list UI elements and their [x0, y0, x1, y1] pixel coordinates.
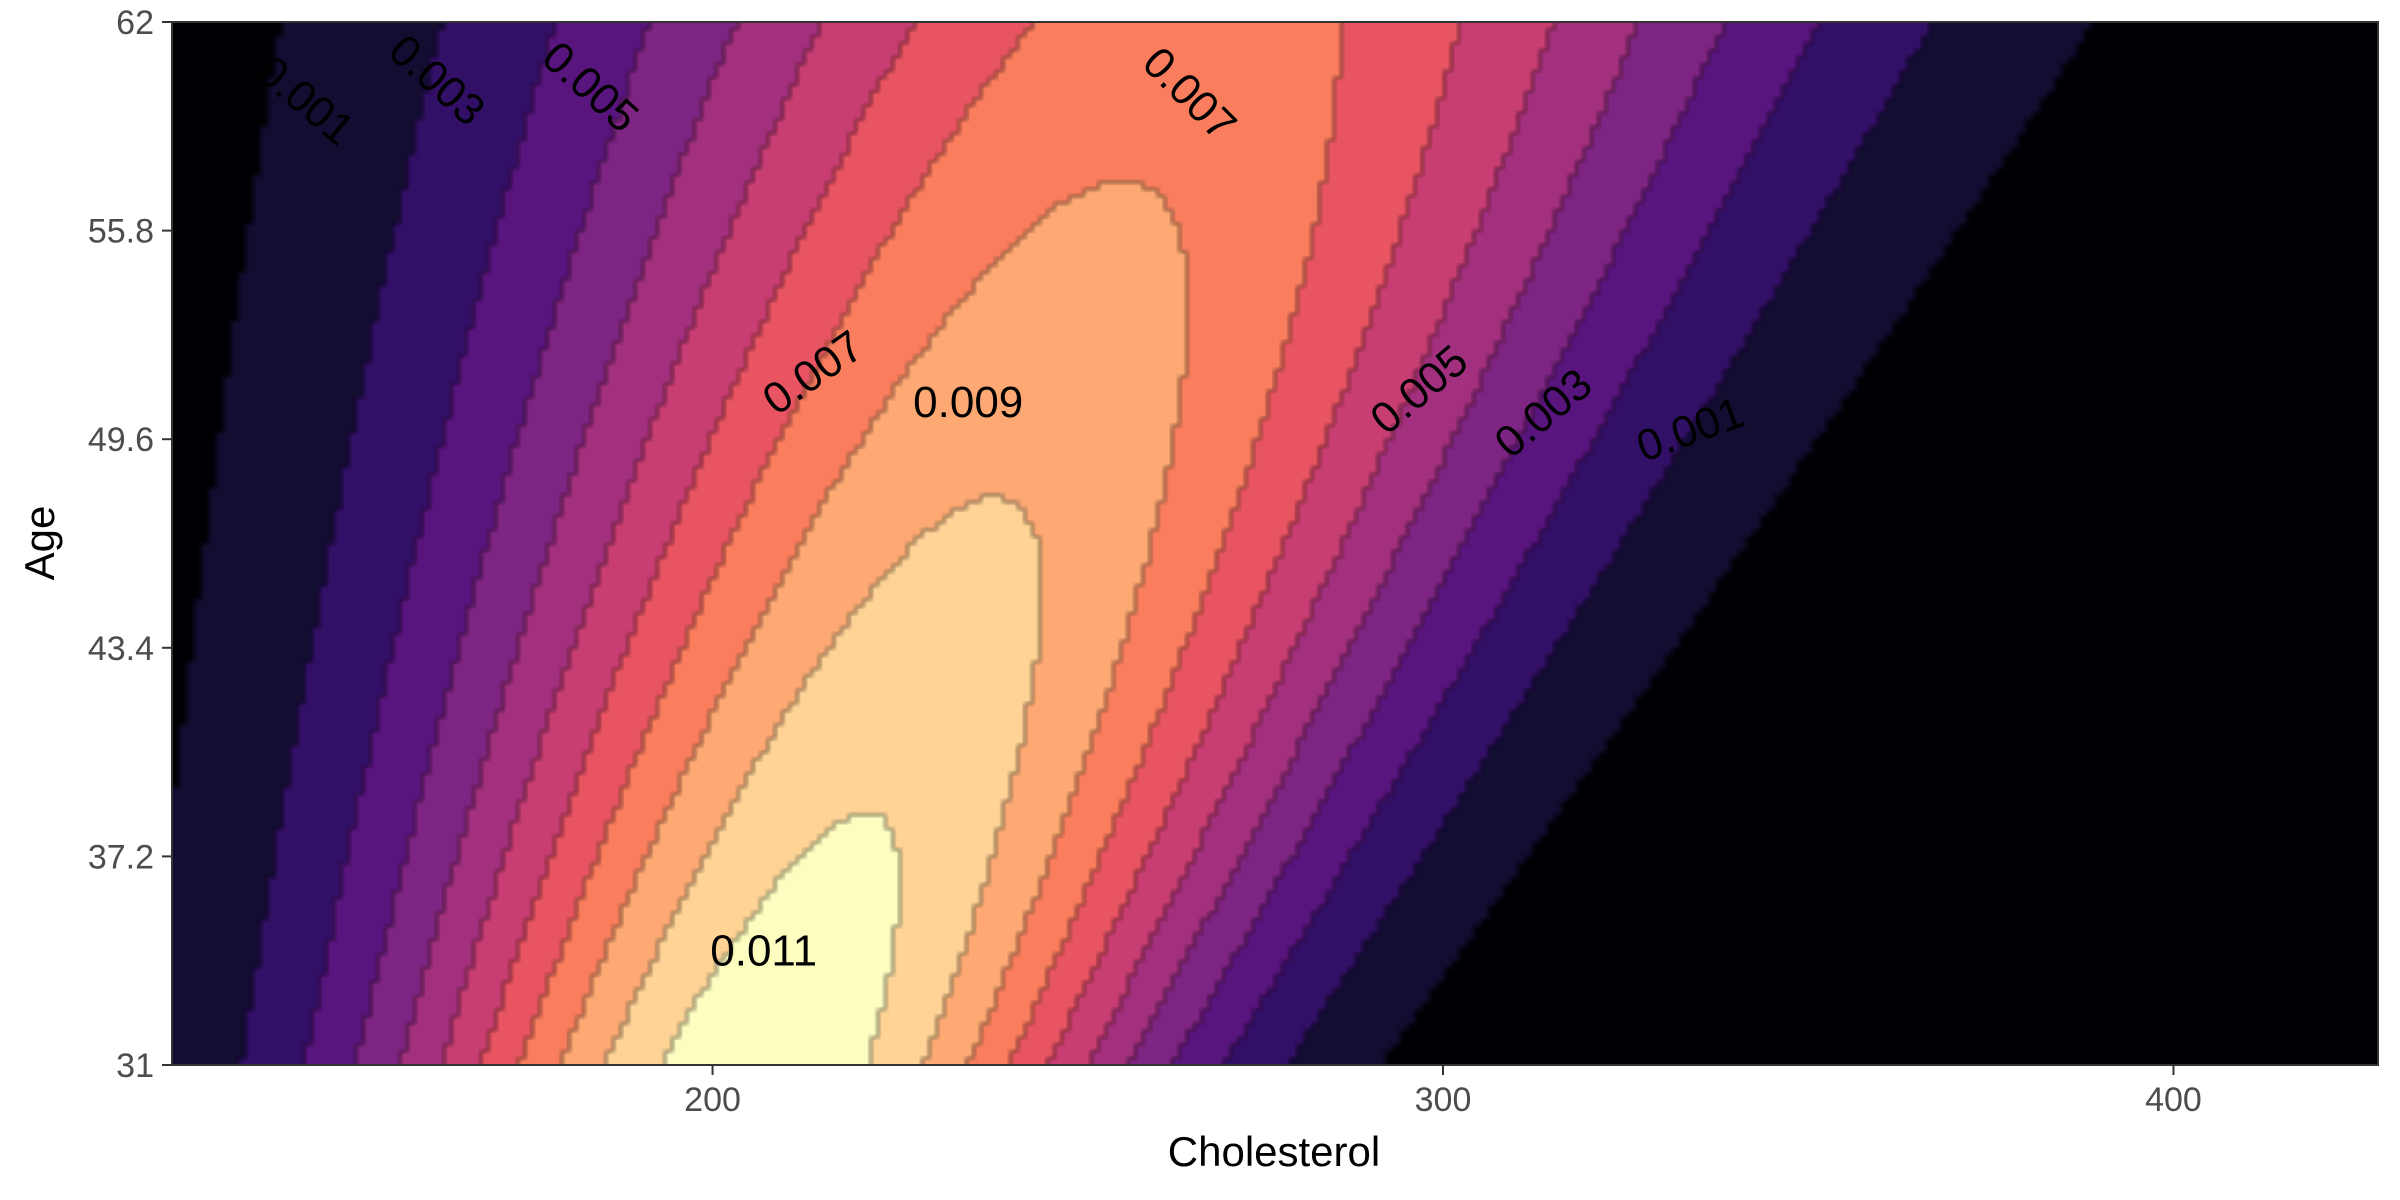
- plot-panel: [172, 22, 2378, 1065]
- x-axis: 200 300 400: [684, 1065, 2202, 1119]
- contour-label: 0.009: [913, 378, 1023, 427]
- y-axis: 31 37.2 43.4 49.6 55.8 62: [88, 4, 172, 1085]
- x-tick-label: 400: [2145, 1081, 2202, 1119]
- x-tick-label: 200: [684, 1081, 741, 1119]
- contour-band-11: [172, 22, 2378, 1065]
- y-tick-label: 37.2: [88, 838, 154, 876]
- y-tick-label: 62: [116, 4, 154, 42]
- panel-border: [171, 21, 2379, 1066]
- y-axis-title: Age: [16, 506, 63, 581]
- x-axis-title: Cholesterol: [1168, 1128, 1380, 1175]
- y-tick-label: 55.8: [88, 213, 154, 251]
- y-tick-label: 43.4: [88, 630, 154, 668]
- y-tick-label: 49.6: [88, 421, 154, 459]
- x-tick-label: 300: [1415, 1081, 1472, 1119]
- contour-label: 0.011: [710, 927, 817, 976]
- y-tick-label: 31: [116, 1047, 154, 1085]
